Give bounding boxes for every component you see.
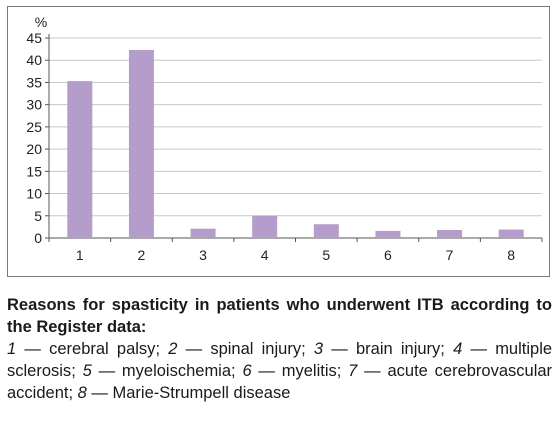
y-unit-label: % — [35, 14, 47, 30]
caption-item: 1 — cerebral palsy; — [7, 340, 168, 358]
y-tick-label: 20 — [26, 141, 42, 157]
caption-item-end: ; — [68, 384, 78, 402]
caption-item-end: ; — [155, 340, 169, 358]
caption-legend: 1 — cerebral palsy; 2 — spinal injury; 3… — [7, 338, 552, 404]
x-tick-label: 7 — [446, 247, 454, 263]
caption-item-separator: — — [177, 340, 211, 358]
y-tick-labels: 0 5 10 15 20 25 30 35 40 45 — [26, 30, 42, 246]
caption-item-separator: — — [91, 362, 122, 380]
x-tick-label: 5 — [322, 247, 330, 263]
caption-item-separator: — — [251, 362, 282, 380]
caption-item-end: ; — [336, 362, 349, 380]
bar-6 — [375, 230, 401, 238]
caption-item-end: ; — [301, 340, 314, 358]
caption-item: 4 — multiple sclerosis; — [7, 340, 552, 380]
caption-item: 6 — myelitis; — [242, 362, 348, 380]
axes — [45, 34, 543, 242]
caption-item-text: acute cerebrovascular accident — [7, 362, 553, 402]
x-tick-labels: 1 2 3 4 5 6 7 8 — [76, 247, 515, 263]
bar-5 — [313, 224, 339, 238]
bar-7 — [437, 230, 463, 238]
caption-item-number: 3 — [313, 340, 324, 358]
caption-item-text: cerebral palsy — [49, 340, 156, 358]
bar-4 — [252, 215, 278, 238]
bar-1 — [67, 81, 93, 238]
caption-item-end: ; — [440, 340, 454, 358]
y-tick-label: 40 — [26, 52, 42, 68]
caption-item-separator: — — [357, 362, 388, 380]
x-tick-label: 8 — [507, 247, 515, 263]
caption-item-number: 2 — [168, 340, 178, 358]
caption-item: 8 — Marie-Strumpell disease — [78, 384, 291, 402]
figure-caption: Reasons for spasticity in patients who u… — [7, 294, 552, 404]
caption-item-number: 4 — [453, 340, 463, 358]
caption-item-text: Marie-Strumpell disease — [112, 384, 291, 402]
y-tick-label: 35 — [26, 74, 42, 90]
caption-item-text: myelitis — [281, 362, 337, 380]
y-tick-label: 25 — [26, 119, 42, 135]
y-tick-label: 10 — [26, 186, 42, 202]
y-tick-label: 30 — [26, 97, 42, 113]
y-tick-label: 15 — [26, 163, 42, 179]
bars — [67, 50, 524, 238]
caption-item-number: 5 — [82, 362, 92, 380]
caption-item: 2 — spinal injury; — [168, 340, 314, 358]
y-tick-label: 0 — [34, 230, 42, 246]
bar-2 — [128, 50, 154, 238]
caption-item-text: myeloischemia — [121, 362, 232, 380]
caption-item-text: spinal injury — [210, 340, 302, 358]
caption-item-end: ; — [71, 362, 83, 380]
y-tick-label: 45 — [26, 30, 42, 46]
caption-item: 7 — acute cerebrovascular accident; — [7, 362, 552, 402]
x-tick-label: 4 — [261, 247, 269, 263]
caption-item: 3 — brain injury; — [314, 340, 453, 358]
caption-item-end: ; — [231, 362, 243, 380]
y-tick-label: 5 — [34, 208, 42, 224]
caption-item-text: brain injury — [355, 340, 441, 358]
caption-item: 5 — myeloischemia; — [83, 362, 243, 380]
x-tick-label: 2 — [138, 247, 146, 263]
caption-item-separator: — — [462, 340, 496, 358]
caption-item-number: 6 — [242, 362, 252, 380]
bar-8 — [498, 229, 524, 238]
caption-item-separator: — — [16, 340, 50, 358]
caption-item-text: multiple sclerosis — [7, 340, 553, 380]
gridlines — [49, 37, 542, 217]
caption-title: Reasons for spasticity in patients who u… — [7, 296, 552, 336]
caption-item-separator: — — [323, 340, 356, 358]
bar-3 — [190, 228, 216, 238]
caption-item-number: 1 — [7, 340, 17, 358]
caption-item-number: 7 — [348, 362, 358, 380]
x-tick-label: 1 — [76, 247, 84, 263]
x-tick-label: 6 — [384, 247, 392, 263]
x-tick-label: 3 — [199, 247, 207, 263]
caption-item-number: 8 — [77, 384, 87, 402]
caption-item-separator: — — [86, 384, 113, 402]
